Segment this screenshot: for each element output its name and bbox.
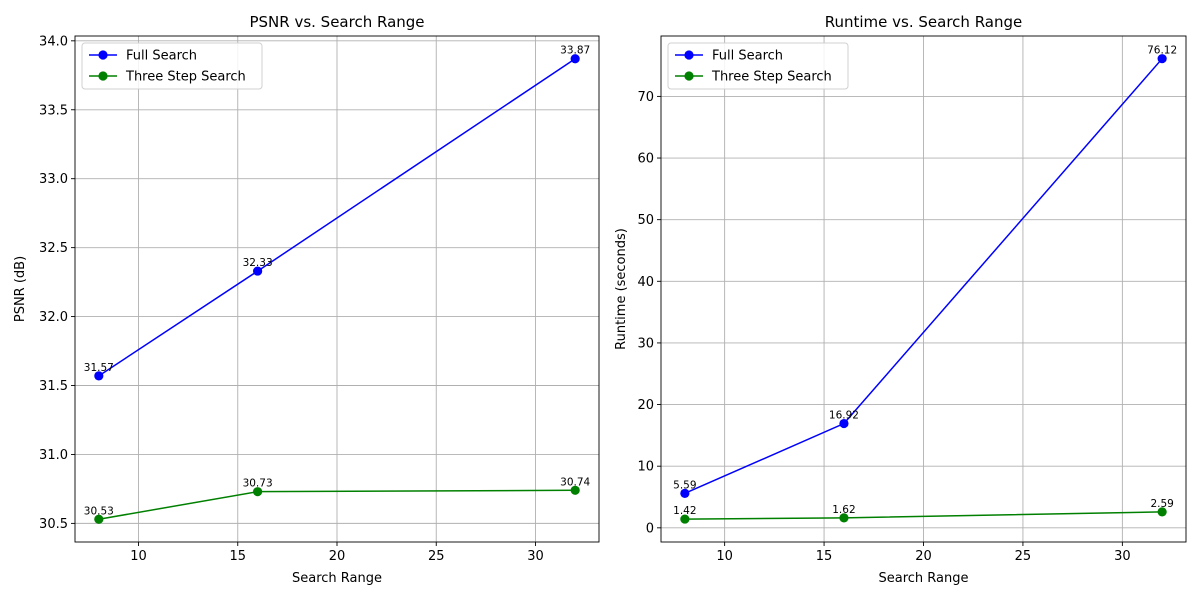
data-point (570, 54, 580, 64)
data-point (680, 514, 690, 524)
y-tick-label: 32.5 (39, 241, 68, 256)
data-point (94, 371, 104, 381)
data-label: 32.33 (243, 257, 273, 269)
legend: Full Search Three Step Search (667, 42, 849, 90)
legend-marker (684, 71, 694, 81)
x-tick-label: 20 (329, 549, 346, 564)
x-tick-label: 10 (716, 549, 733, 564)
y-tick-label: 31.5 (39, 379, 68, 394)
y-tick-label: 33.0 (39, 172, 68, 187)
x-tick-label: 25 (1015, 549, 1032, 564)
data-label: 31.57 (84, 362, 114, 374)
series-1: 31.57 32.33 33.87 (84, 45, 590, 381)
x-tick-label: 15 (229, 549, 246, 564)
y-axis-label: Runtime (seconds) (614, 228, 629, 350)
legend-frame (667, 42, 849, 90)
y-tick-label: 20 (637, 398, 654, 413)
data-label: 30.73 (243, 478, 273, 490)
y-tick-label: 30 (637, 336, 654, 351)
y-tick-label: 0 (646, 521, 654, 536)
data-point (253, 487, 263, 497)
series-2: 1.42 1.62 2.59 (673, 498, 1174, 524)
chart-1: 10 15 20 25 30 30.5 31.0 31.5 32.0 32.5 33.0 33.5 34… (13, 13, 600, 586)
data-point (1157, 507, 1167, 517)
x-tick-label: 25 (428, 549, 445, 564)
x-tick-label: 15 (816, 549, 833, 564)
legend-entry: Full Search (712, 49, 783, 64)
y-tick-label: 31.0 (39, 448, 68, 463)
legend-entry: Three Step Search (125, 70, 246, 85)
data-point (253, 266, 263, 276)
data-label: 30.53 (84, 505, 114, 517)
data-label: 76.12 (1147, 45, 1177, 57)
x-tick-label: 20 (915, 549, 932, 564)
y-tick-label: 34.0 (39, 34, 68, 49)
plot-frame (74, 35, 600, 543)
data-label: 1.42 (673, 505, 696, 517)
chart-title: Runtime vs. Search Range (825, 13, 1023, 31)
y-tick-label: 40 (637, 275, 654, 290)
legend-entry: Full Search (126, 49, 197, 64)
x-tick-label: 30 (1114, 549, 1131, 564)
x-axis-label: Search Range (292, 571, 382, 586)
series-1: 5.59 16.92 76.12 (673, 45, 1177, 498)
y-tick-label: 70 (637, 90, 654, 105)
legend-frame (81, 42, 263, 90)
data-point (1157, 54, 1167, 64)
x-tick-label: 30 (527, 549, 544, 564)
x-tick-label: 10 (130, 549, 147, 564)
series-2: 30.53 30.73 30.74 (84, 476, 591, 524)
data-label: 1.62 (832, 504, 855, 516)
chart-2: 10 15 20 25 30 0 10 20 30 40 50 60 70 5.59 16.92 76.12 1… (614, 13, 1187, 586)
legend-marker (98, 71, 108, 81)
chart-title: PSNR vs. Search Range (249, 13, 424, 31)
data-label: 5.59 (673, 479, 696, 491)
y-tick-label: 33.5 (39, 103, 68, 118)
y-axis-label: PSNR (dB) (13, 256, 28, 322)
y-tick-label: 60 (637, 152, 654, 167)
data-label: 16.92 (829, 410, 859, 422)
data-point (680, 488, 690, 498)
y-tick-label: 10 (637, 460, 654, 475)
data-point (839, 418, 849, 429)
legend-marker (98, 50, 108, 60)
data-label: 2.59 (1150, 498, 1173, 510)
y-tick-label: 50 (637, 213, 654, 228)
legend-entry: Three Step Search (711, 70, 832, 85)
data-point (94, 514, 104, 524)
data-label: 33.87 (560, 45, 590, 57)
plot-frame (660, 35, 1187, 543)
legend-marker (684, 50, 694, 60)
y-tick-label: 32.0 (39, 310, 68, 325)
data-point (839, 513, 849, 523)
x-axis-label: Search Range (879, 571, 969, 586)
data-point (570, 485, 580, 495)
y-tick-label: 30.5 (39, 517, 68, 532)
legend: Full Search Three Step Search (81, 42, 263, 90)
data-label: 30.74 (560, 476, 590, 488)
